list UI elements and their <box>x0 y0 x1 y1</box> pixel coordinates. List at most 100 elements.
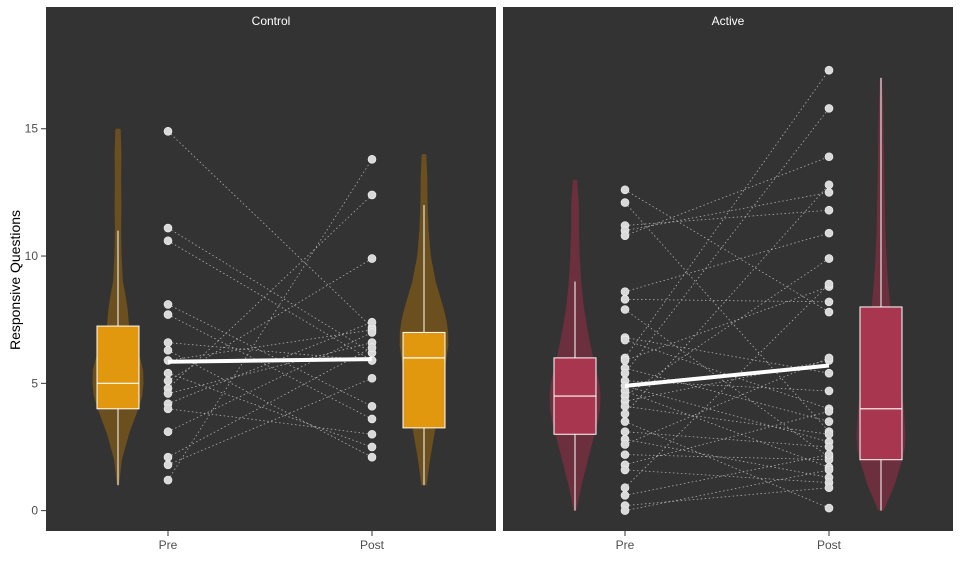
point-post <box>824 205 834 215</box>
point-pre <box>163 310 173 319</box>
boxplots-active <box>553 77 903 511</box>
point-pre <box>620 483 630 493</box>
point-pre <box>163 475 173 485</box>
y-tick-label: 10 <box>25 249 39 263</box>
point-pre <box>163 300 173 309</box>
pair-line <box>624 283 830 489</box>
point-pre <box>163 223 173 233</box>
paired-lines-control <box>167 131 373 481</box>
point-post <box>824 386 834 396</box>
point-pre <box>163 460 173 470</box>
point-pre <box>163 126 173 136</box>
point-pre <box>620 198 630 207</box>
point-pre <box>620 440 630 449</box>
pair-line <box>624 202 830 432</box>
points-control <box>163 126 377 485</box>
point-post <box>824 104 834 113</box>
point-pre <box>620 305 630 314</box>
pair-line <box>624 390 830 468</box>
point-pre <box>620 287 630 296</box>
pair-line <box>624 286 830 361</box>
pair-line <box>624 357 830 445</box>
point-post <box>824 417 834 426</box>
box-pre <box>96 325 140 410</box>
point-post <box>367 452 377 462</box>
pair-line <box>167 131 373 328</box>
point-pre <box>163 376 173 386</box>
point-post <box>367 414 377 424</box>
pair-line <box>167 372 373 448</box>
mean-line-active <box>624 363 830 388</box>
strip-label-active: Active <box>712 14 745 28</box>
pair-line <box>624 367 830 422</box>
points-active <box>620 65 834 515</box>
point-post <box>367 190 377 200</box>
pair-line <box>167 342 373 394</box>
point-post <box>824 297 834 307</box>
pair-line <box>624 232 830 293</box>
point-pre <box>163 368 173 378</box>
point-pre <box>163 345 173 355</box>
x-tick-label-pre: Pre <box>616 538 635 552</box>
point-post <box>824 442 834 452</box>
pair-line <box>624 191 830 231</box>
point-pre <box>163 427 173 437</box>
x-tick-label-pre: Pre <box>159 538 178 552</box>
point-post <box>824 407 834 416</box>
pair-line <box>167 159 373 481</box>
point-post <box>824 465 834 475</box>
point-post <box>824 254 834 263</box>
point-pre <box>163 236 173 246</box>
pair-line <box>624 258 830 397</box>
point-post <box>824 368 834 378</box>
point-post <box>367 328 377 337</box>
point-post <box>824 279 834 289</box>
panel-active: Active Pre Post <box>503 7 953 552</box>
point-post <box>824 503 834 513</box>
point-post <box>367 442 377 452</box>
x-tick-label-post: Post <box>360 538 385 552</box>
x-axis-control: Pre Post <box>159 531 385 552</box>
pair-line <box>167 377 373 466</box>
pair-line <box>167 194 373 389</box>
point-pre <box>620 491 630 500</box>
y-tick-label: 0 <box>31 504 38 518</box>
point-post <box>367 429 377 439</box>
pair-line <box>167 321 373 405</box>
pair-line <box>167 332 373 433</box>
point-pre <box>163 452 173 462</box>
point-post <box>824 353 834 363</box>
y-tick-label: 5 <box>31 376 38 390</box>
pair-line <box>624 438 830 478</box>
point-post <box>367 343 377 352</box>
boxplots-control <box>96 205 446 486</box>
x-tick-label-post: Post <box>817 538 842 552</box>
point-post <box>824 429 834 439</box>
x-axis-active: Pre Post <box>616 531 842 552</box>
strip-active <box>503 7 953 32</box>
y-tick-label: 15 <box>25 122 39 136</box>
point-pre <box>620 295 630 304</box>
point-post <box>367 373 377 383</box>
point-pre <box>620 506 630 515</box>
pair-line <box>624 156 830 237</box>
point-post <box>824 188 834 197</box>
point-post <box>367 254 377 263</box>
point-pre <box>620 409 630 419</box>
point-pre <box>620 335 630 345</box>
point-pre <box>620 450 630 459</box>
box-post <box>402 331 446 429</box>
point-post <box>824 180 834 190</box>
pair-line <box>624 69 830 359</box>
mean-connector-line <box>624 363 830 388</box>
point-post <box>824 450 834 459</box>
point-post <box>824 307 834 317</box>
point-pre <box>163 338 173 347</box>
pair-line <box>624 410 830 466</box>
point-pre <box>620 185 630 195</box>
point-post <box>367 317 377 327</box>
point-pre <box>620 417 630 426</box>
point-post <box>824 228 834 238</box>
point-post <box>824 483 834 493</box>
pair-line <box>624 385 830 443</box>
